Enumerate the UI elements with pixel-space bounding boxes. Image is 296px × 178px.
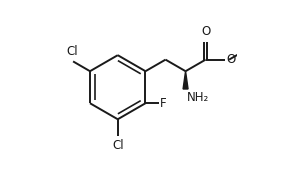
Text: O: O [201, 25, 210, 38]
Text: NH₂: NH₂ [187, 91, 210, 104]
Text: O: O [226, 53, 236, 66]
Text: Cl: Cl [66, 45, 78, 58]
Polygon shape [183, 71, 188, 89]
Text: F: F [160, 97, 167, 110]
Text: Cl: Cl [112, 139, 123, 152]
